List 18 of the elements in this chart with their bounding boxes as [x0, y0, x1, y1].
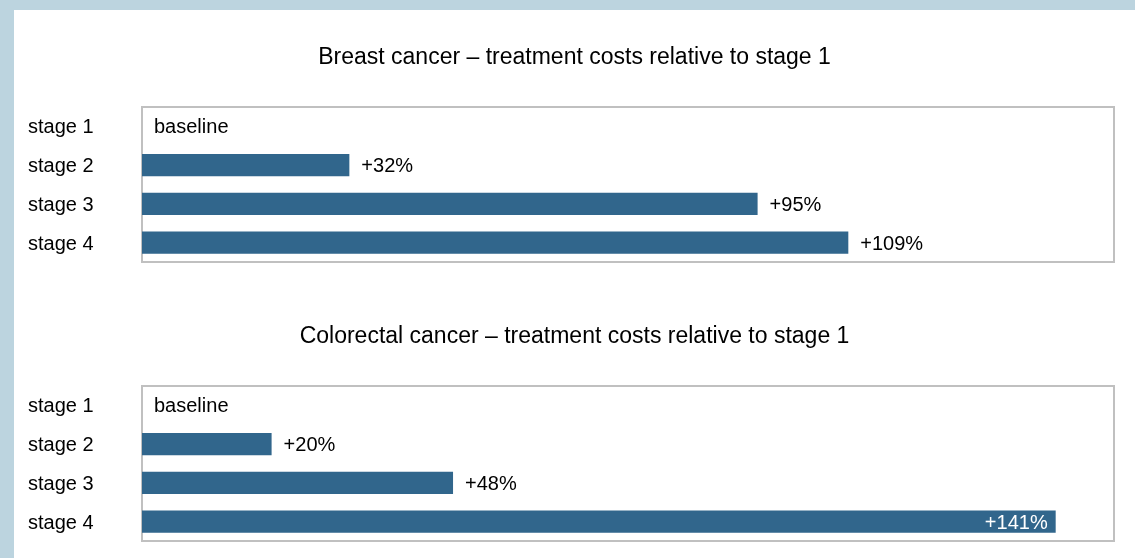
data-label: +141%	[984, 510, 1048, 533]
y-tick-label: stage 2	[28, 154, 94, 177]
data-label: +48%	[465, 471, 517, 494]
data-label: +109%	[860, 231, 924, 254]
y-tick-label: stage 3	[28, 192, 94, 215]
y-tick-label: stage 1	[28, 115, 94, 138]
chart-title: Breast cancer – treatment costs relative to stage 1	[318, 42, 831, 69]
data-label: +32%	[361, 154, 414, 177]
data-label: baseline	[154, 394, 229, 417]
y-tick-label: stage 2	[28, 433, 94, 456]
y-tick-label: stage 4	[28, 231, 94, 254]
data-label: +20%	[283, 433, 336, 456]
y-tick-label: stage 3	[28, 471, 94, 494]
y-tick-label: stage 4	[28, 510, 94, 533]
data-label: baseline	[154, 115, 229, 138]
y-tick-label: stage 1	[28, 394, 94, 417]
chart-title: Colorectal cancer – treatment costs relative to stage 1	[299, 321, 850, 348]
data-label: +95%	[769, 192, 822, 215]
